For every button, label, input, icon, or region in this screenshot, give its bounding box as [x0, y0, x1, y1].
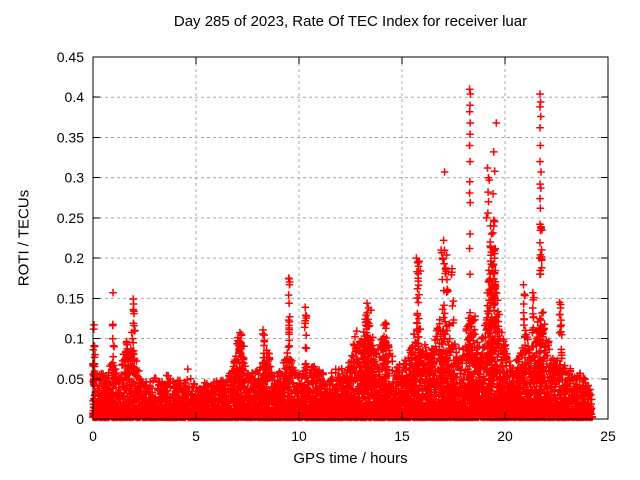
- x-axis-label: GPS time / hours: [293, 450, 408, 467]
- y-tick-label: 0.05: [57, 371, 84, 387]
- y-tick-label: 0.3: [65, 170, 85, 186]
- y-tick-label: 0: [76, 411, 84, 427]
- grid: [93, 57, 608, 419]
- x-tick-label: 20: [497, 428, 513, 444]
- y-tick-label: 0.2: [65, 250, 85, 266]
- x-tick-label: 0: [89, 428, 97, 444]
- x-tick-label: 15: [394, 428, 410, 444]
- y-tick-label: 0.25: [57, 210, 84, 226]
- y-tick-label: 0.4: [65, 89, 85, 105]
- x-tick-label: 5: [192, 428, 200, 444]
- y-tick-label: 0.1: [65, 331, 85, 347]
- chart-title: Day 285 of 2023, Rate Of TEC Index for r…: [173, 13, 528, 30]
- data-points: [89, 85, 596, 422]
- x-tick-label: 25: [600, 428, 616, 444]
- plot-border: [92, 56, 609, 420]
- tick-labels: 0 5 10 15 20 25 0 0.05 0.1 0.15 0.2 0.25 0.3 0.35 0.4 0…: [57, 49, 616, 444]
- y-tick-label: 0.15: [57, 290, 84, 306]
- y-tick-label: 0.45: [57, 49, 84, 65]
- x-tick-label: 10: [291, 428, 307, 444]
- y-tick-label: 0.35: [57, 129, 84, 145]
- y-axis-label: ROTI / TECUs: [15, 189, 33, 287]
